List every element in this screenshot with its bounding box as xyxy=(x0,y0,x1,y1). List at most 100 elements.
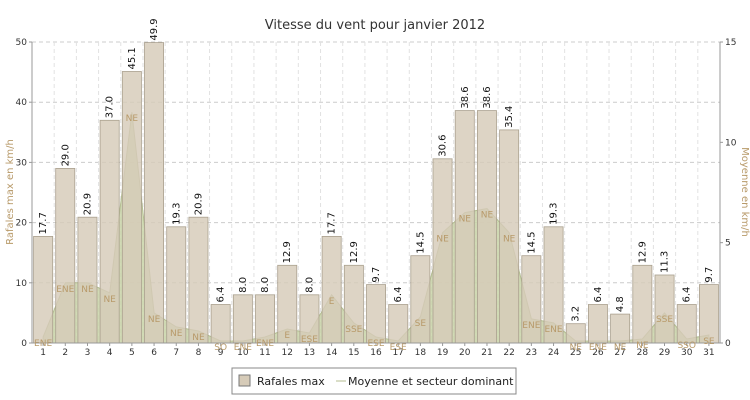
y-tick-label-right: 10 xyxy=(725,138,737,148)
y-tick-label-left: 50 xyxy=(16,38,28,48)
bar-value-label: 29.0 xyxy=(60,144,71,166)
bar-value-label: 20.9 xyxy=(82,193,93,215)
x-tick-label: 21 xyxy=(481,348,492,358)
bar-value-label: 38.6 xyxy=(482,86,493,108)
sector-label: NE xyxy=(570,343,583,353)
bar xyxy=(476,110,497,344)
bar-value-label: 12.9 xyxy=(282,241,293,263)
sector-label: NE xyxy=(170,329,183,339)
sector-label: NE xyxy=(481,211,494,221)
x-tick-label: 15 xyxy=(348,348,359,358)
bar xyxy=(188,216,209,344)
bar xyxy=(55,167,76,344)
y-tick-label-left: 30 xyxy=(16,158,28,168)
y-tick-label-left: 20 xyxy=(16,219,28,229)
x-tick-label: 5 xyxy=(129,348,135,358)
bar-value-label: 6.4 xyxy=(216,287,227,303)
bar xyxy=(366,284,387,344)
x-tick-label: 26 xyxy=(592,348,604,358)
sector-label: ENE xyxy=(522,321,540,331)
bar-value-label: 20.9 xyxy=(193,193,204,215)
y-axis-right-label: Moyenne en km/h xyxy=(739,147,750,237)
bar xyxy=(77,216,98,344)
x-tick-label: 4 xyxy=(107,348,113,358)
sector-label: ENE xyxy=(589,343,607,353)
x-tick-label: 24 xyxy=(548,348,560,358)
sector-label: ENE xyxy=(256,339,274,349)
bar-value-label: 3.2 xyxy=(571,306,582,322)
sector-label: NE xyxy=(459,215,472,225)
legend-label-average: Moyenne et secteur dominant xyxy=(348,375,514,388)
sector-label: SSE xyxy=(656,315,673,325)
bar xyxy=(632,264,653,344)
bar xyxy=(232,294,253,344)
sector-label: NE xyxy=(614,343,627,353)
y-tick-label-right: 0 xyxy=(725,339,731,349)
x-tick-label: 18 xyxy=(415,348,427,358)
bar-value-label: 14.5 xyxy=(415,231,426,253)
y-axis-left-label: Rafales max en km/h xyxy=(5,139,16,245)
bar-value-label: 6.4 xyxy=(682,287,693,303)
sector-label: NE xyxy=(81,285,94,295)
bar-value-label: 9.7 xyxy=(704,267,715,283)
x-tick-label: 22 xyxy=(503,348,514,358)
bar-value-label: 37.0 xyxy=(105,96,116,118)
x-tick-label: 11 xyxy=(259,348,270,358)
bar xyxy=(654,274,675,344)
bar-value-label: 6.4 xyxy=(593,287,604,303)
bar xyxy=(676,304,697,344)
sector-label: SE xyxy=(703,337,715,347)
bar xyxy=(410,255,431,344)
bar-value-label: 11.3 xyxy=(660,251,671,273)
x-tick-label: 23 xyxy=(526,348,537,358)
bar-value-label: 45.1 xyxy=(127,47,138,69)
sector-label: NE xyxy=(148,315,161,325)
y-tick-label-left: 10 xyxy=(16,279,28,289)
bar-value-label: 30.6 xyxy=(438,135,449,157)
bar xyxy=(699,284,719,344)
y-tick-label-left: 40 xyxy=(16,98,28,108)
chart-title: Vitesse du vent pour janvier 2012 xyxy=(265,18,485,33)
x-tick-label: 13 xyxy=(304,348,315,358)
x-tick-label: 25 xyxy=(570,348,581,358)
x-tick-label: 17 xyxy=(392,348,403,358)
sector-label: NE xyxy=(636,341,649,351)
bar xyxy=(166,226,187,344)
gust-bars xyxy=(33,42,719,344)
bar xyxy=(121,71,142,344)
bar xyxy=(99,119,120,344)
sector-label: ENE xyxy=(34,339,52,349)
bar xyxy=(454,110,475,344)
bar-value-label: 8.0 xyxy=(238,277,249,293)
sector-label: NE xyxy=(436,235,449,245)
sector-label: ENE xyxy=(234,343,252,353)
x-tick-label: 29 xyxy=(659,348,671,358)
legend-label-bars: Rafales max xyxy=(257,375,325,388)
bar-value-label: 8.0 xyxy=(260,277,271,293)
x-tick-label: 9 xyxy=(218,348,224,358)
y-tick-label-right: 15 xyxy=(725,38,736,48)
x-tick-label: 1 xyxy=(40,348,46,358)
sector-label: NE xyxy=(126,114,139,124)
legend: Rafales max Moyenne et secteur dominant xyxy=(231,367,517,395)
sector-label: SSO xyxy=(677,341,696,351)
sector-label: SE xyxy=(415,319,427,329)
x-tick-label: 19 xyxy=(437,348,449,358)
sector-label: ESE xyxy=(301,335,318,345)
bar xyxy=(565,323,586,344)
sector-label: NE xyxy=(103,295,116,305)
bar-value-label: 49.9 xyxy=(149,18,160,40)
x-tick-label: 7 xyxy=(173,348,179,358)
x-tick-label: 14 xyxy=(326,348,338,358)
bar-value-label: 9.7 xyxy=(371,267,382,283)
sector-label: E xyxy=(329,297,335,307)
bar xyxy=(321,235,342,344)
x-tick-label: 12 xyxy=(281,348,292,358)
legend-box xyxy=(231,367,517,395)
sector-label: E xyxy=(284,331,290,341)
bar xyxy=(33,235,54,344)
sector-label: NE xyxy=(192,333,205,343)
bar xyxy=(588,304,608,344)
